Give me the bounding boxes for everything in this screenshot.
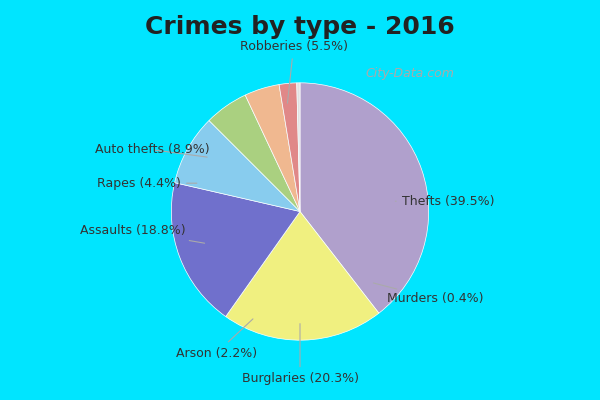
Wedge shape xyxy=(245,84,300,212)
Text: Rapes (4.4%): Rapes (4.4%) xyxy=(97,177,197,190)
Wedge shape xyxy=(300,83,428,313)
Text: Assaults (18.8%): Assaults (18.8%) xyxy=(80,224,205,243)
Text: City-Data.com: City-Data.com xyxy=(365,67,454,80)
Text: Auto thefts (8.9%): Auto thefts (8.9%) xyxy=(95,143,209,157)
Wedge shape xyxy=(209,95,300,212)
Wedge shape xyxy=(297,83,300,212)
Text: Burglaries (20.3%): Burglaries (20.3%) xyxy=(241,324,359,385)
Text: Arson (2.2%): Arson (2.2%) xyxy=(176,319,257,360)
Title: Crimes by type - 2016: Crimes by type - 2016 xyxy=(145,15,455,39)
Wedge shape xyxy=(279,83,300,212)
Wedge shape xyxy=(226,212,379,340)
Text: Robberies (5.5%): Robberies (5.5%) xyxy=(239,40,347,103)
Text: Murders (0.4%): Murders (0.4%) xyxy=(373,283,484,306)
Text: Thefts (39.5%): Thefts (39.5%) xyxy=(395,195,494,208)
Wedge shape xyxy=(175,120,300,212)
Wedge shape xyxy=(172,183,300,316)
